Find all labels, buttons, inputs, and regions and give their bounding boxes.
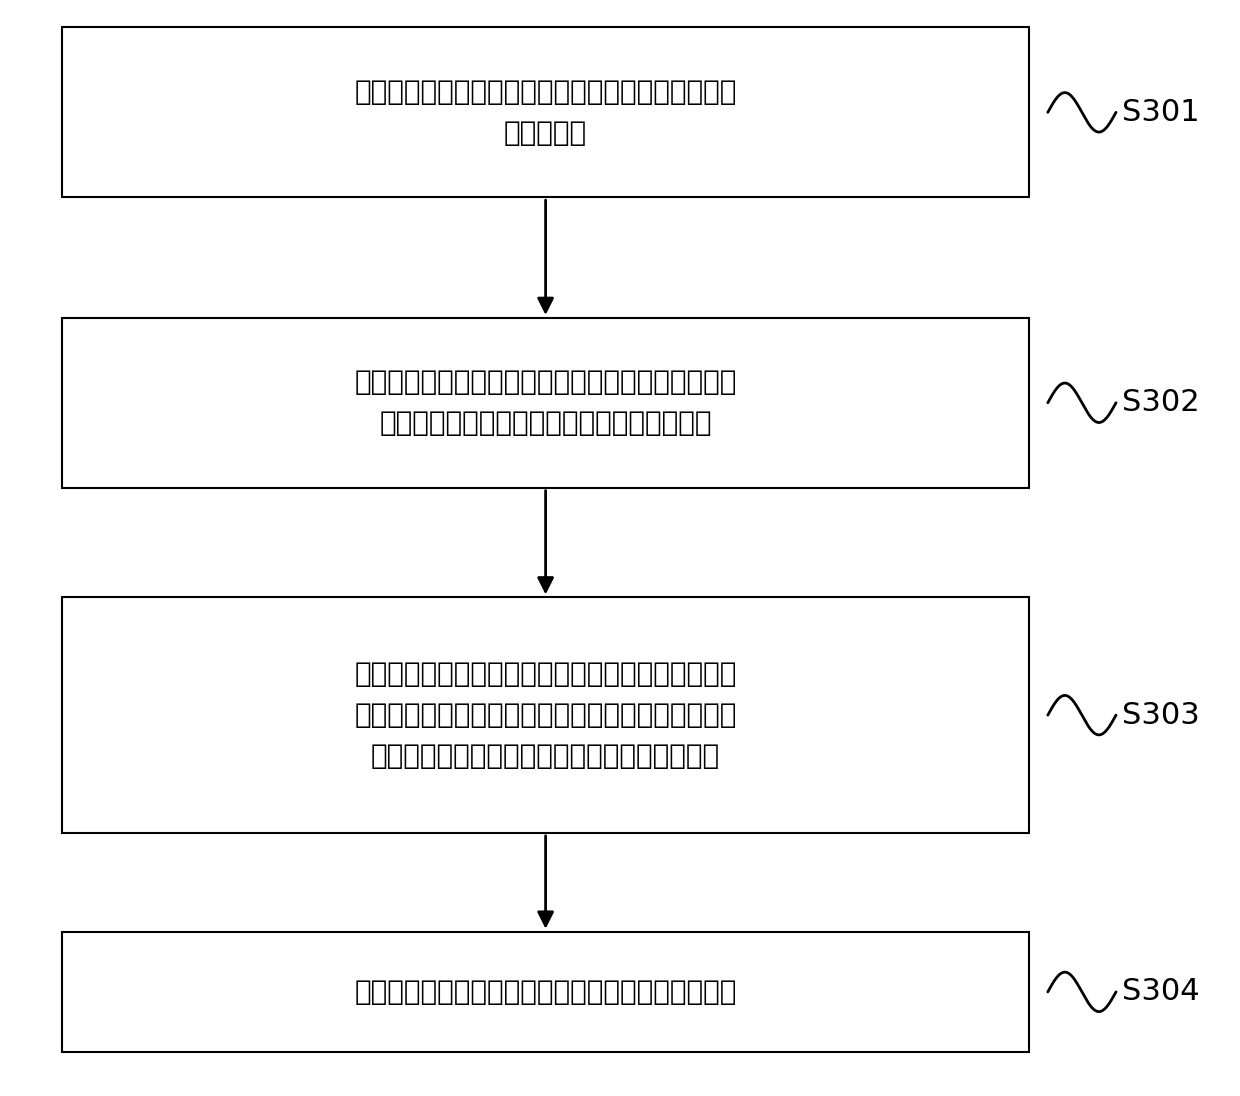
Bar	[62, 27, 1029, 197]
Text: S302: S302	[1122, 388, 1200, 418]
Text: S304: S304	[1122, 978, 1200, 1006]
Text: S301: S301	[1122, 98, 1200, 127]
Text: 在车内存在用户时，通过检测设备获取所述用户的生
命体征数据: 在车内存在用户时，通过检测设备获取所述用户的生 命体征数据	[355, 78, 737, 147]
Bar	[62, 597, 1029, 833]
Text: 若所述生命体征数据与预配置的生理期状态体征比对
数据相匹配，则确定所述用户处于生理期状态: 若所述生命体征数据与预配置的生理期状态体征比对 数据相匹配，则确定所述用户处于生…	[355, 368, 737, 437]
Bar	[62, 932, 1029, 1052]
Text: S303: S303	[1122, 700, 1200, 730]
Text: 按照所述目标环境模式对应的控制参数调节车内环境: 按照所述目标环境模式对应的控制参数调节车内环境	[355, 978, 737, 1006]
Text: 调用预先配置的指定体征状态与目标环境模式之间对
应的关系表，查找出与生理期状态对应的目标环境模
式，并将所述目标环境模式向所述用户进行展示: 调用预先配置的指定体征状态与目标环境模式之间对 应的关系表，查找出与生理期状态对…	[355, 660, 737, 770]
Bar	[62, 318, 1029, 488]
